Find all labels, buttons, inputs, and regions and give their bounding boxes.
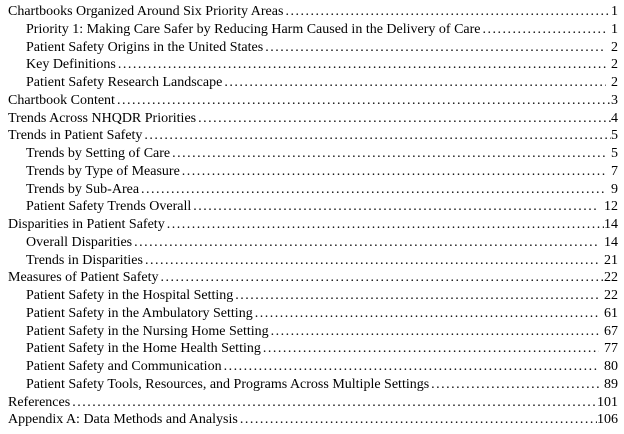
- toc-entry[interactable]: Patient Safety Tools, Resources, and Pro…: [8, 376, 618, 394]
- dot-leader: ........................................…: [181, 163, 606, 179]
- toc-entry-label: Chartbook Content: [8, 92, 115, 108]
- toc-entry-label: Appendix A: Data Methods and Analysis: [8, 412, 238, 428]
- dot-leader: ........................................…: [72, 394, 597, 410]
- toc-entry-label: Patient Safety in the Nursing Home Setti…: [26, 323, 269, 339]
- toc-entry[interactable]: Patient Safety in the Hospital Setting..…: [8, 287, 618, 305]
- toc-entry-label: Patient Safety in the Ambulatory Setting: [26, 305, 253, 321]
- toc-entry-label: Chartbooks Organized Around Six Priority…: [8, 4, 284, 19]
- dot-leader: ........................................…: [144, 128, 611, 144]
- toc-entry-label: Patient Safety in the Hospital Setting: [26, 288, 234, 303]
- dot-leader: ........................................…: [193, 199, 599, 215]
- toc-entry-page-number: 101: [597, 394, 618, 410]
- toc-entry-label: Trends in Disparities: [26, 252, 143, 268]
- toc-entry-label: Trends Across NHQDR Priorities: [8, 110, 197, 126]
- dot-leader: ........................................…: [262, 341, 599, 357]
- toc-entry-page-number: 3: [611, 92, 618, 108]
- toc-entry[interactable]: Patient Safety Origins in the United Sta…: [8, 39, 618, 57]
- toc-entry-page-number: 5: [611, 146, 618, 161]
- dot-leader: ........................................…: [198, 110, 611, 126]
- toc-entry-label: Priority 1: Making Care Safer by Reducin…: [26, 21, 481, 37]
- toc-entry[interactable]: Patient Safety Trends Overall...........…: [8, 198, 618, 216]
- dot-leader: ........................................…: [172, 146, 606, 161]
- toc-entry-label: Patient Safety and Communication: [26, 359, 222, 374]
- toc-entry-page-number: 21: [604, 252, 618, 268]
- toc-entry-label: Patient Safety Trends Overall: [26, 199, 192, 215]
- toc-entry[interactable]: Patient Safety Research Landscape.......…: [8, 74, 618, 92]
- toc-entry-page-number: 22: [604, 288, 618, 303]
- dot-leader: ........................................…: [166, 217, 604, 232]
- toc-entry[interactable]: Trends Across NHQDR Priorities..........…: [8, 110, 618, 128]
- toc-entry-page-number: 2: [611, 39, 618, 55]
- toc-entry-page-number: 4: [611, 110, 618, 126]
- dot-leader: ........................................…: [224, 75, 606, 90]
- dot-leader: ........................................…: [235, 288, 599, 303]
- toc-entry-page-number: 2: [611, 57, 618, 73]
- toc-entry[interactable]: Chartbooks Organized Around Six Priority…: [8, 3, 618, 21]
- toc-entry[interactable]: Trends by Type of Measure...............…: [8, 163, 618, 181]
- toc-entry[interactable]: Trends by Sub-Area......................…: [8, 181, 618, 199]
- toc-entry[interactable]: Patient Safety and Communication........…: [8, 358, 618, 376]
- toc-entry-label: Patient Safety Origins in the United Sta…: [26, 39, 264, 55]
- toc-entry-page-number: 22: [604, 270, 618, 286]
- toc-entry[interactable]: Patient Safety in the Home Health Settin…: [8, 340, 618, 358]
- dot-leader: ........................................…: [116, 92, 611, 108]
- toc-entry-page-number: 67: [604, 323, 618, 339]
- dot-leader: ........................................…: [239, 412, 597, 428]
- toc-entry[interactable]: Trends by Setting of Care...............…: [8, 145, 618, 163]
- toc-entry-page-number: 14: [604, 217, 618, 232]
- toc-entry-page-number: 80: [604, 359, 618, 374]
- toc-entry[interactable]: Measures of Patient Safety..............…: [8, 269, 618, 287]
- toc-entry-page-number: 1: [611, 4, 618, 19]
- toc-entry[interactable]: Trends in Patient Safety................…: [8, 127, 618, 145]
- toc-entry[interactable]: References..............................…: [8, 394, 618, 412]
- dot-leader: ........................................…: [117, 57, 606, 73]
- dot-leader: ........................................…: [144, 252, 599, 268]
- dot-leader: ........................................…: [431, 376, 599, 392]
- toc-entry-page-number: 77: [604, 341, 618, 357]
- toc-entry-page-number: 5: [611, 128, 618, 144]
- toc-entry-page-number: 7: [611, 163, 618, 179]
- dot-leader: ........................................…: [265, 39, 606, 55]
- dot-leader: ........................................…: [134, 234, 599, 250]
- dot-leader: ........................................…: [270, 323, 599, 339]
- toc-entry-page-number: 61: [604, 305, 618, 321]
- toc-entry[interactable]: Disparities in Patient Safety...........…: [8, 216, 618, 234]
- toc-entry-page-number: 89: [604, 376, 618, 392]
- toc-entry-label: Trends by Sub-Area: [26, 181, 140, 197]
- toc-entry[interactable]: Trends in Disparities...................…: [8, 252, 618, 270]
- toc-entry[interactable]: Priority 1: Making Care Safer by Reducin…: [8, 21, 618, 39]
- toc-entry[interactable]: Patient Safety in the Ambulatory Setting…: [8, 305, 618, 323]
- toc-entry[interactable]: Overall Disparities.....................…: [8, 234, 618, 252]
- dot-leader: ........................................…: [254, 305, 599, 321]
- toc-entry-label: Measures of Patient Safety: [8, 270, 159, 286]
- dot-leader: ........................................…: [223, 359, 599, 374]
- toc-entry-page-number: 14: [604, 234, 618, 250]
- toc-entry-label: Patient Safety Research Landscape: [26, 75, 223, 90]
- toc-entry-label: Disparities in Patient Safety: [8, 217, 165, 232]
- dot-leader: ........................................…: [160, 270, 604, 286]
- dot-leader: ........................................…: [141, 181, 606, 197]
- toc-entry-page-number: 9: [611, 181, 618, 197]
- toc-entry[interactable]: Chartbook Content.......................…: [8, 92, 618, 110]
- toc-entry-label: Patient Safety in the Home Health Settin…: [26, 341, 261, 357]
- toc-entry-label: Patient Safety Tools, Resources, and Pro…: [26, 376, 430, 392]
- toc-entry[interactable]: Appendix A: Data Methods and Analysis...…: [8, 411, 618, 429]
- toc-entry-page-number: 12: [604, 199, 618, 215]
- toc-entry[interactable]: Key Definitions.........................…: [8, 56, 618, 74]
- dot-leader: ........................................…: [285, 4, 611, 19]
- toc-entry-page-number: 2: [611, 75, 618, 90]
- toc-entry-page-number: 106: [597, 412, 618, 428]
- toc-entry-page-number: 1: [611, 21, 618, 37]
- toc-entry-label: Key Definitions: [26, 57, 116, 73]
- toc-entry[interactable]: Patient Safety in the Nursing Home Setti…: [8, 323, 618, 341]
- toc-entry-label: Overall Disparities: [26, 234, 133, 250]
- dot-leader: ........................................…: [482, 21, 607, 37]
- toc-entry-label: Trends by Type of Measure: [26, 163, 180, 179]
- toc-entry-label: Trends in Patient Safety: [8, 128, 143, 144]
- toc-entry-label: References: [8, 394, 71, 410]
- toc-entry-label: Trends by Setting of Care: [26, 146, 171, 161]
